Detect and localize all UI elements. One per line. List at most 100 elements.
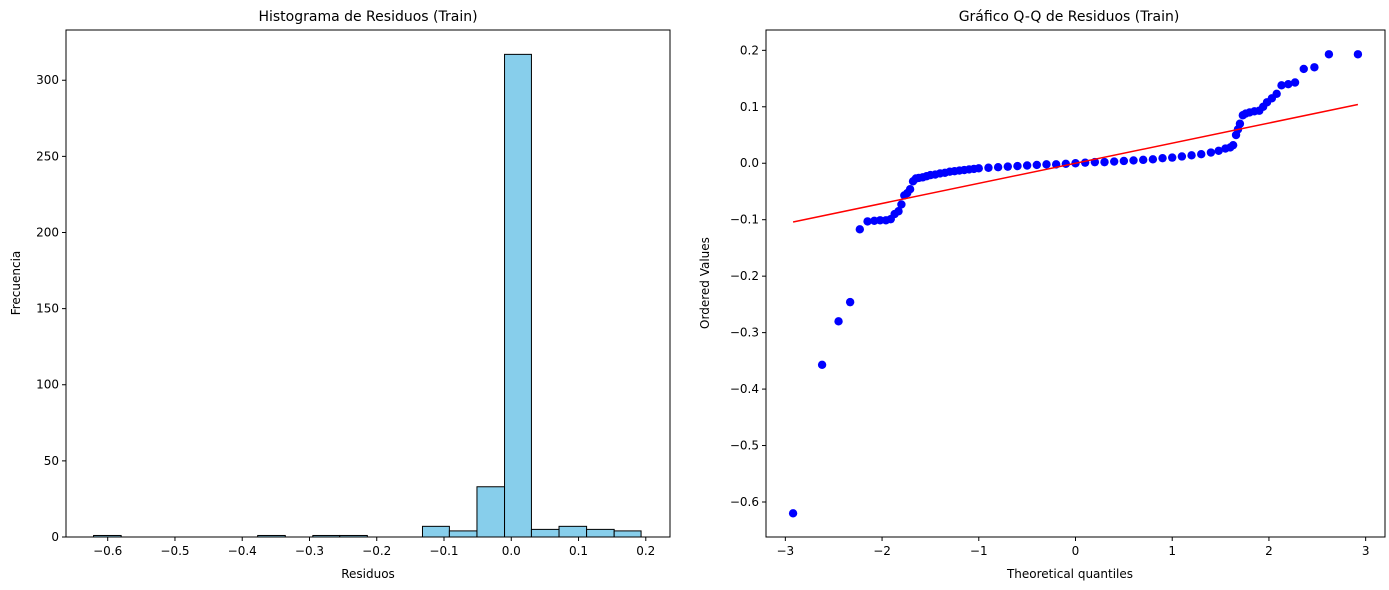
qq-point xyxy=(1022,161,1032,170)
qq-point xyxy=(1310,63,1319,72)
qq-point xyxy=(1158,153,1167,163)
qq-y-tick-label: −0.4 xyxy=(730,382,759,396)
histogram-x-tick-label: −0.2 xyxy=(362,544,391,558)
histogram-y-tick-label: 150 xyxy=(36,302,59,316)
histogram-plot-frame xyxy=(65,29,671,538)
qq-point xyxy=(1100,157,1109,167)
histogram-bar xyxy=(476,486,506,538)
qq-y-tick-label: −0.3 xyxy=(730,326,759,340)
histogram-x-tick-label: 0.2 xyxy=(636,544,655,558)
qq-point xyxy=(1228,140,1238,150)
qq-point xyxy=(1324,50,1334,59)
qq-point xyxy=(863,217,872,226)
qq-x-tick-label: −3 xyxy=(776,544,794,558)
qq-point xyxy=(1119,156,1129,166)
qq-y-tick-label: −0.2 xyxy=(730,269,759,283)
qq-point xyxy=(1168,153,1177,162)
qq-point xyxy=(1042,160,1051,169)
qq-point xyxy=(1206,148,1216,157)
qq-point xyxy=(1299,64,1308,74)
histogram-y-label: Frecuencia xyxy=(9,251,23,316)
histogram-y-tick-label: 50 xyxy=(44,454,59,468)
qq-point xyxy=(1187,151,1196,160)
qq-point xyxy=(1235,119,1245,128)
qq-point xyxy=(1109,157,1119,166)
qq-chart: Gráfico Q-Q de Residuos (Train) −3 −2 −1 0 1… xyxy=(698,9,1386,581)
histogram-x-tick-label: −0.4 xyxy=(228,544,257,558)
qq-point xyxy=(993,162,1003,172)
qq-point xyxy=(974,164,983,173)
qq-title: Gráfico Q-Q de Residuos (Train) xyxy=(959,9,1180,25)
qq-point xyxy=(817,360,827,370)
histogram-y-tick-label: 250 xyxy=(36,149,59,163)
qq-point xyxy=(1003,162,1012,171)
qq-y-tick-label: 0.0 xyxy=(740,156,759,170)
qq-point xyxy=(834,317,843,326)
qq-y-label: Ordered Values xyxy=(698,237,712,329)
qq-x-tick-label: 1 xyxy=(1168,544,1176,558)
histogram-x-ticks: −0.6 −0.5 −0.4 −0.3 −0.2 −0.1 0.0 0.1 0.2 xyxy=(93,537,655,558)
qq-point xyxy=(845,297,855,307)
histogram-bars xyxy=(93,53,642,538)
histogram-bar xyxy=(421,525,450,538)
histogram-bar xyxy=(586,528,615,538)
histogram-bar xyxy=(448,530,478,538)
qq-x-label: Theoretical quantiles xyxy=(1006,567,1133,581)
qq-point xyxy=(897,200,906,209)
qq-point xyxy=(1290,78,1300,87)
qq-y-ticks: −0.6 −0.5 −0.4 −0.3 −0.2 −0.1 0.0 0.1 0.2 xyxy=(730,43,766,509)
qq-point xyxy=(1129,156,1138,165)
histogram-x-tick-label: −0.5 xyxy=(160,544,189,558)
qq-x-tick-label: 0 xyxy=(1072,544,1080,558)
histogram-x-tick-label: 0.1 xyxy=(569,544,588,558)
histogram-bar xyxy=(504,53,532,538)
qq-point xyxy=(894,207,903,216)
qq-point xyxy=(1148,155,1158,164)
qq-points xyxy=(788,50,1363,518)
qq-point xyxy=(1139,155,1148,165)
qq-point xyxy=(1214,146,1223,156)
qq-x-tick-label: 3 xyxy=(1362,544,1370,558)
histogram-x-tick-label: 0.0 xyxy=(502,544,521,558)
histogram-x-tick-label: −0.3 xyxy=(295,544,324,558)
qq-point xyxy=(1353,50,1363,59)
qq-x-ticks: −3 −2 −1 0 1 2 3 xyxy=(776,537,1369,558)
histogram-x-label: Residuos xyxy=(341,567,395,581)
qq-y-tick-label: −0.1 xyxy=(730,213,759,227)
histogram-title: Histograma de Residuos (Train) xyxy=(258,9,477,25)
histogram-x-tick-label: −0.1 xyxy=(429,544,458,558)
qq-point xyxy=(1272,89,1281,98)
qq-y-tick-label: −0.6 xyxy=(730,495,759,509)
histogram-chart: Histograma de Residuos (Train) −0.6 −0.5−… xyxy=(9,9,671,581)
qq-point xyxy=(875,216,885,225)
qq-x-tick-label: 2 xyxy=(1265,544,1273,558)
histogram-y-tick-label: 100 xyxy=(36,378,59,392)
qq-point xyxy=(1197,150,1206,159)
histogram-x-tick-label: −0.6 xyxy=(93,544,122,558)
qq-point xyxy=(1032,160,1042,170)
histogram-y-ticks: 0 50 100 150 200 250 300 xyxy=(36,73,66,544)
qq-point xyxy=(1284,80,1293,89)
qq-point xyxy=(1061,159,1071,169)
histogram-bar xyxy=(558,525,588,538)
qq-point xyxy=(1013,161,1022,171)
qq-fit-line xyxy=(792,103,1359,223)
histogram-bar xyxy=(530,528,560,538)
histogram-bar xyxy=(613,530,642,538)
qq-y-tick-label: −0.5 xyxy=(730,439,759,453)
qq-point xyxy=(855,225,865,234)
qq-y-tick-label: 0.1 xyxy=(740,100,759,114)
qq-point xyxy=(1177,152,1187,161)
qq-x-tick-label: −2 xyxy=(873,544,891,558)
qq-x-tick-label: −1 xyxy=(970,544,988,558)
histogram-y-tick-label: 200 xyxy=(36,225,59,239)
qq-point xyxy=(788,509,798,518)
qq-point xyxy=(905,185,915,194)
qq-point xyxy=(984,163,993,172)
histogram-y-tick-label: 0 xyxy=(51,530,59,544)
qq-point xyxy=(1277,81,1286,90)
qq-plot-frame xyxy=(765,29,1386,538)
qq-y-tick-label: 0.2 xyxy=(740,43,759,57)
qq-point xyxy=(1080,158,1090,167)
